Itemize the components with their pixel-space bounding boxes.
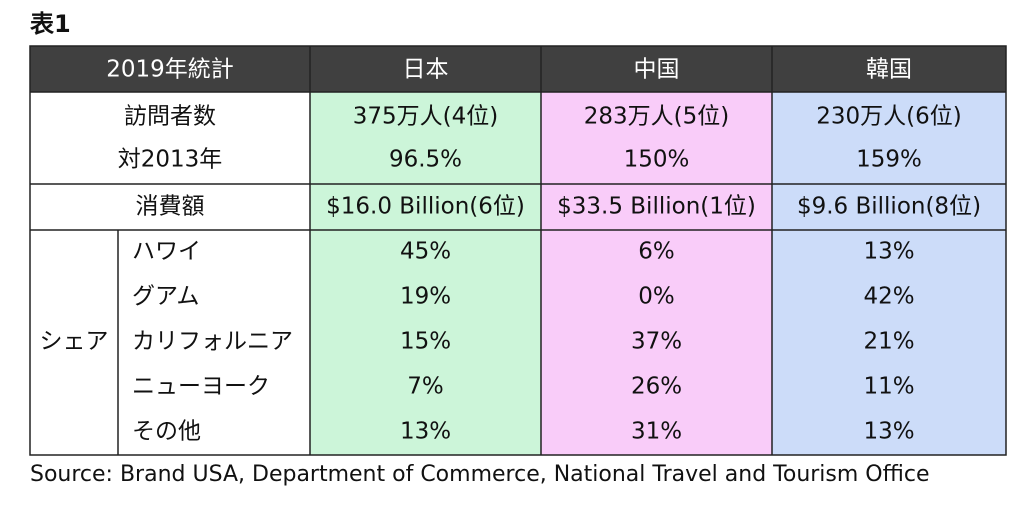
group-label: シェア <box>40 329 109 355</box>
cell: 230万人(6位) <box>816 104 961 130</box>
row-label: 消費額 <box>136 194 205 220</box>
cell: 13% <box>863 419 914 445</box>
cell: 96.5% <box>389 147 462 173</box>
korea-bg <box>772 92 1006 455</box>
cell: 13% <box>400 419 451 445</box>
cell: 7% <box>407 374 444 400</box>
row-label: ニューヨーク <box>132 374 270 400</box>
cell: 0% <box>638 284 675 310</box>
china-bg <box>541 92 772 455</box>
cell: 37% <box>631 329 682 355</box>
header-cell: 2019年統計 <box>106 57 234 83</box>
cell: 15% <box>400 329 451 355</box>
cell: 31% <box>631 419 682 445</box>
cell: 42% <box>863 284 914 310</box>
row-label: その他 <box>132 419 201 445</box>
cell: $16.0 Billion(6位) <box>326 194 525 220</box>
header-cell: 中国 <box>634 57 680 83</box>
cell: 21% <box>863 329 914 355</box>
row-label: グアム <box>132 284 199 310</box>
row-label: カリフォルニア <box>132 329 293 355</box>
row-label: 対2013年 <box>118 147 223 173</box>
row-label: 訪問者数 <box>124 104 216 130</box>
figure-title: 表1 <box>30 10 71 38</box>
cell: 19% <box>400 284 451 310</box>
cell: 150% <box>624 147 690 173</box>
cell: 375万人(4位) <box>353 104 498 130</box>
cell: 159% <box>856 147 922 173</box>
header-bg <box>30 46 1006 92</box>
row-label: ハワイ <box>132 239 201 265</box>
header-cell: 日本 <box>403 57 449 83</box>
japan-bg <box>310 92 541 455</box>
cell: 26% <box>631 374 682 400</box>
cell: 283万人(5位) <box>584 104 729 130</box>
table-grid <box>29 45 1007 456</box>
cell: $33.5 Billion(1位) <box>557 194 756 220</box>
cell: 45% <box>400 239 451 265</box>
cell: $9.6 Billion(8位) <box>797 194 981 220</box>
source-note: Source: Brand USA, Department of Commerc… <box>30 462 930 487</box>
header-cell: 韓国 <box>866 57 912 83</box>
cell: 6% <box>638 239 675 265</box>
cell: 11% <box>863 374 914 400</box>
cell: 13% <box>863 239 914 265</box>
